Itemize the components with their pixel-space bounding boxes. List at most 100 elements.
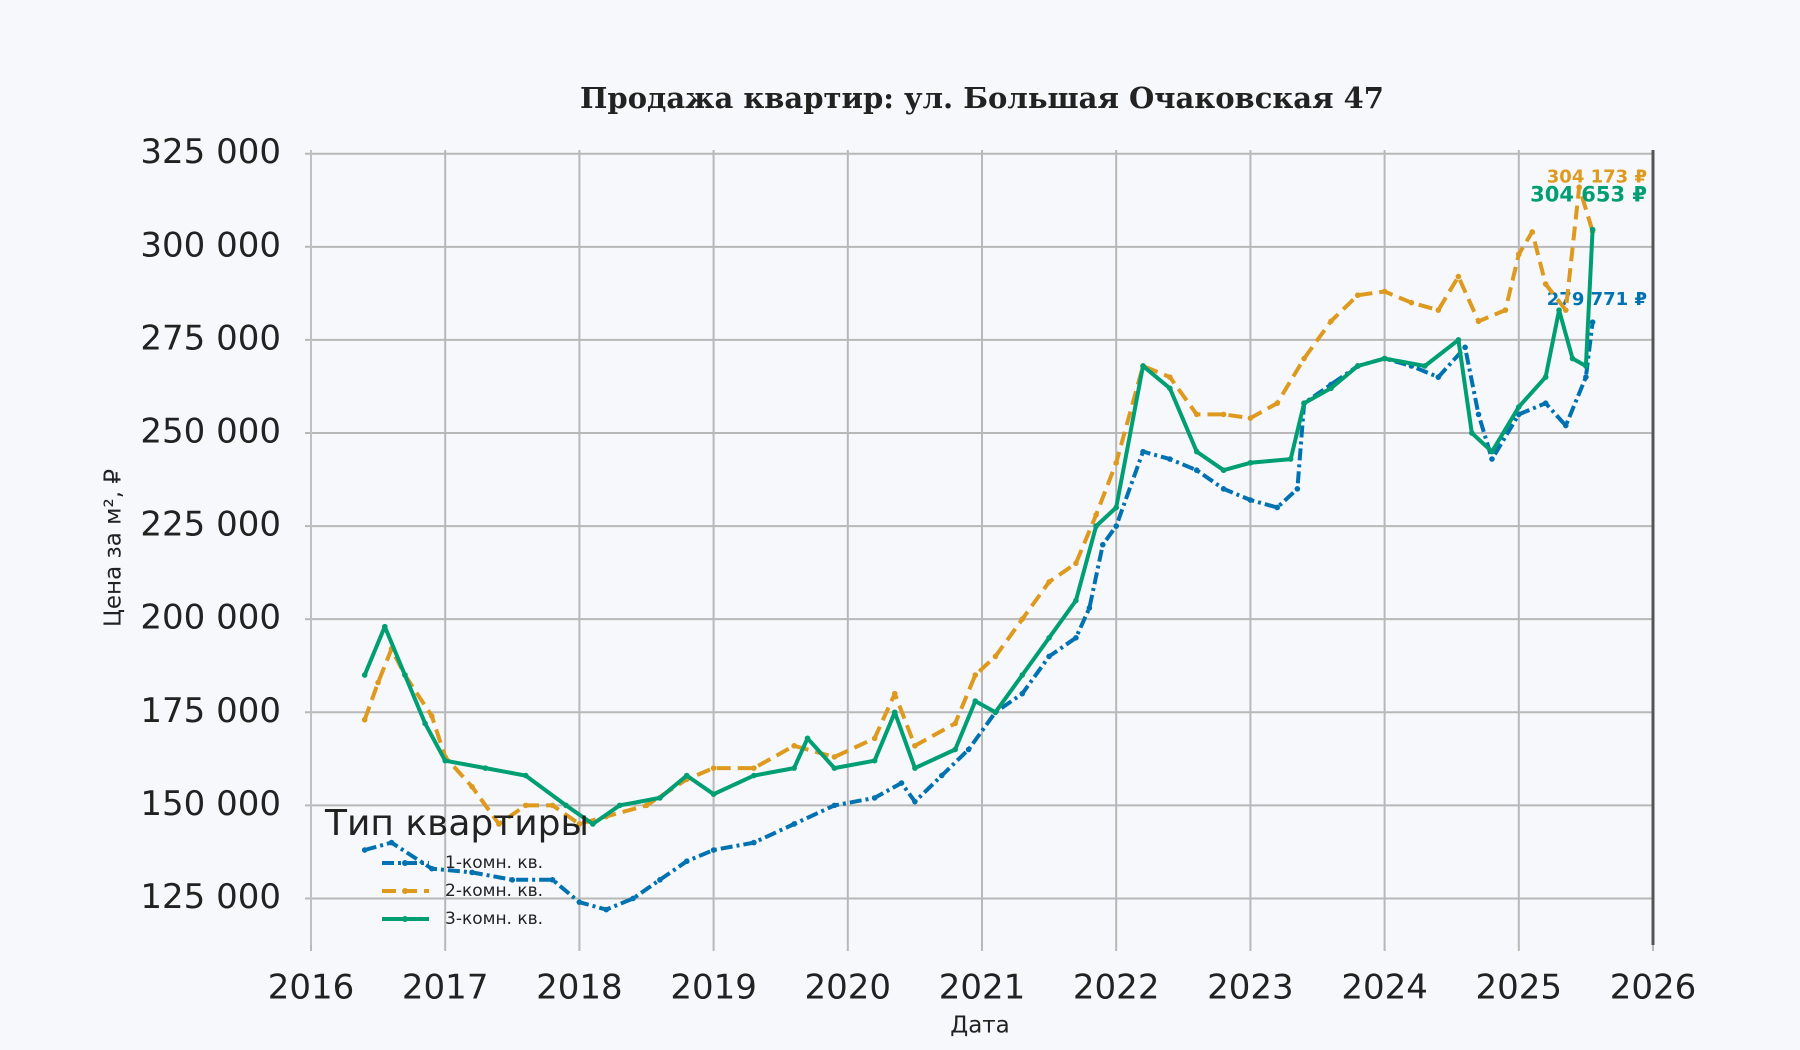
x-tick-label: 2017 — [402, 968, 489, 1008]
series-marker — [1140, 363, 1146, 369]
series-marker — [710, 765, 717, 771]
series-marker — [522, 802, 529, 809]
series-marker — [965, 746, 972, 753]
series-marker — [1422, 363, 1428, 369]
y-tick-label: 150 000 — [140, 784, 281, 824]
series-marker — [1193, 467, 1200, 474]
series-marker — [683, 858, 690, 865]
series-marker — [402, 672, 408, 678]
end-label: 304 653 ₽ — [1530, 182, 1647, 206]
series-marker — [1556, 307, 1562, 313]
series-marker — [1475, 318, 1482, 325]
series-marker — [428, 865, 435, 872]
series-marker — [1328, 318, 1334, 325]
series-marker — [1381, 288, 1388, 295]
series-marker — [1287, 456, 1294, 462]
series-marker — [972, 672, 979, 678]
series-marker — [590, 821, 596, 827]
series-marker — [1489, 448, 1495, 455]
series-marker — [643, 802, 650, 809]
series-marker — [1086, 605, 1093, 611]
series-marker — [509, 877, 516, 883]
series-marker — [1167, 374, 1173, 380]
y-tick-label: 175 000 — [140, 691, 281, 731]
series-marker — [898, 780, 905, 786]
series-marker — [791, 821, 797, 827]
series-marker — [972, 698, 979, 704]
x-tick-label: 2024 — [1341, 968, 1428, 1008]
series-marker — [549, 877, 556, 883]
end-label: 304 173 ₽ — [1547, 166, 1647, 187]
series-marker — [375, 679, 381, 686]
series-marker — [1455, 337, 1462, 343]
series-marker — [1542, 400, 1549, 407]
series-marker — [938, 772, 945, 779]
series-marker — [361, 716, 368, 723]
series-marker — [1489, 456, 1495, 462]
series-marker — [1019, 616, 1026, 622]
series-marker — [751, 772, 757, 779]
series-marker — [1502, 307, 1509, 313]
series-line — [364, 321, 1595, 912]
series-marker — [1529, 229, 1536, 235]
x-tick-label: 2023 — [1207, 968, 1294, 1008]
series-marker — [1046, 653, 1052, 660]
series-marker — [831, 754, 838, 760]
series-marker — [603, 906, 610, 913]
series-marker — [1435, 307, 1442, 313]
y-tick-label: 275 000 — [140, 318, 281, 358]
series-marker — [1562, 307, 1569, 313]
series-line — [362, 185, 1595, 826]
series-marker — [891, 690, 898, 697]
x-tick-label: 2016 — [268, 968, 355, 1008]
series-marker — [428, 713, 435, 719]
series-marker — [1301, 400, 1307, 407]
chart-title: Продажа квартир: ул. Большая Очаковская … — [580, 81, 1384, 115]
series-marker — [1328, 385, 1334, 392]
x-tick-label: 2025 — [1476, 968, 1563, 1008]
series-marker — [1589, 226, 1596, 233]
series-marker — [1274, 400, 1281, 407]
series-marker — [482, 765, 489, 771]
legend-swatch-marker — [402, 860, 408, 866]
series-marker — [361, 847, 368, 853]
legend-label: 1-комн. кв. — [445, 853, 543, 873]
series-line — [362, 229, 1595, 826]
series-marker — [1294, 486, 1301, 492]
legend-title: Тип квартиры — [324, 803, 589, 844]
series-marker — [361, 672, 368, 678]
series-marker — [422, 720, 428, 727]
series-marker — [1354, 363, 1361, 369]
series-marker — [912, 798, 918, 805]
series-marker — [952, 720, 958, 727]
series-marker — [563, 802, 569, 809]
x-tick-label: 2021 — [939, 968, 1026, 1008]
series-marker — [1435, 374, 1442, 380]
series-marker — [469, 869, 475, 876]
series-marker — [1247, 459, 1254, 466]
series-marker — [1099, 541, 1106, 548]
series-marker — [1113, 459, 1119, 466]
series-marker — [1589, 319, 1596, 325]
y-tick-label: 225 000 — [140, 505, 281, 545]
series-marker — [1073, 560, 1079, 567]
series-marker — [791, 765, 797, 771]
series-marker — [1247, 415, 1254, 421]
series-marker — [388, 839, 395, 846]
series-marker — [710, 847, 717, 853]
series-marker — [1046, 634, 1052, 641]
series-marker — [1220, 411, 1227, 418]
series-marker — [382, 623, 388, 630]
series-marker — [1220, 486, 1227, 492]
x-tick-label: 2018 — [536, 968, 623, 1008]
y-tick-label: 125 000 — [140, 877, 281, 917]
series-marker — [831, 765, 838, 771]
end-label: 279 771 ₽ — [1547, 289, 1647, 310]
y-axis-label: Цена за м², ₽ — [101, 469, 127, 627]
series-marker — [616, 802, 623, 809]
series-marker — [657, 877, 663, 883]
series-marker — [1193, 411, 1200, 418]
series-marker — [1274, 504, 1281, 511]
series-marker — [871, 735, 878, 742]
